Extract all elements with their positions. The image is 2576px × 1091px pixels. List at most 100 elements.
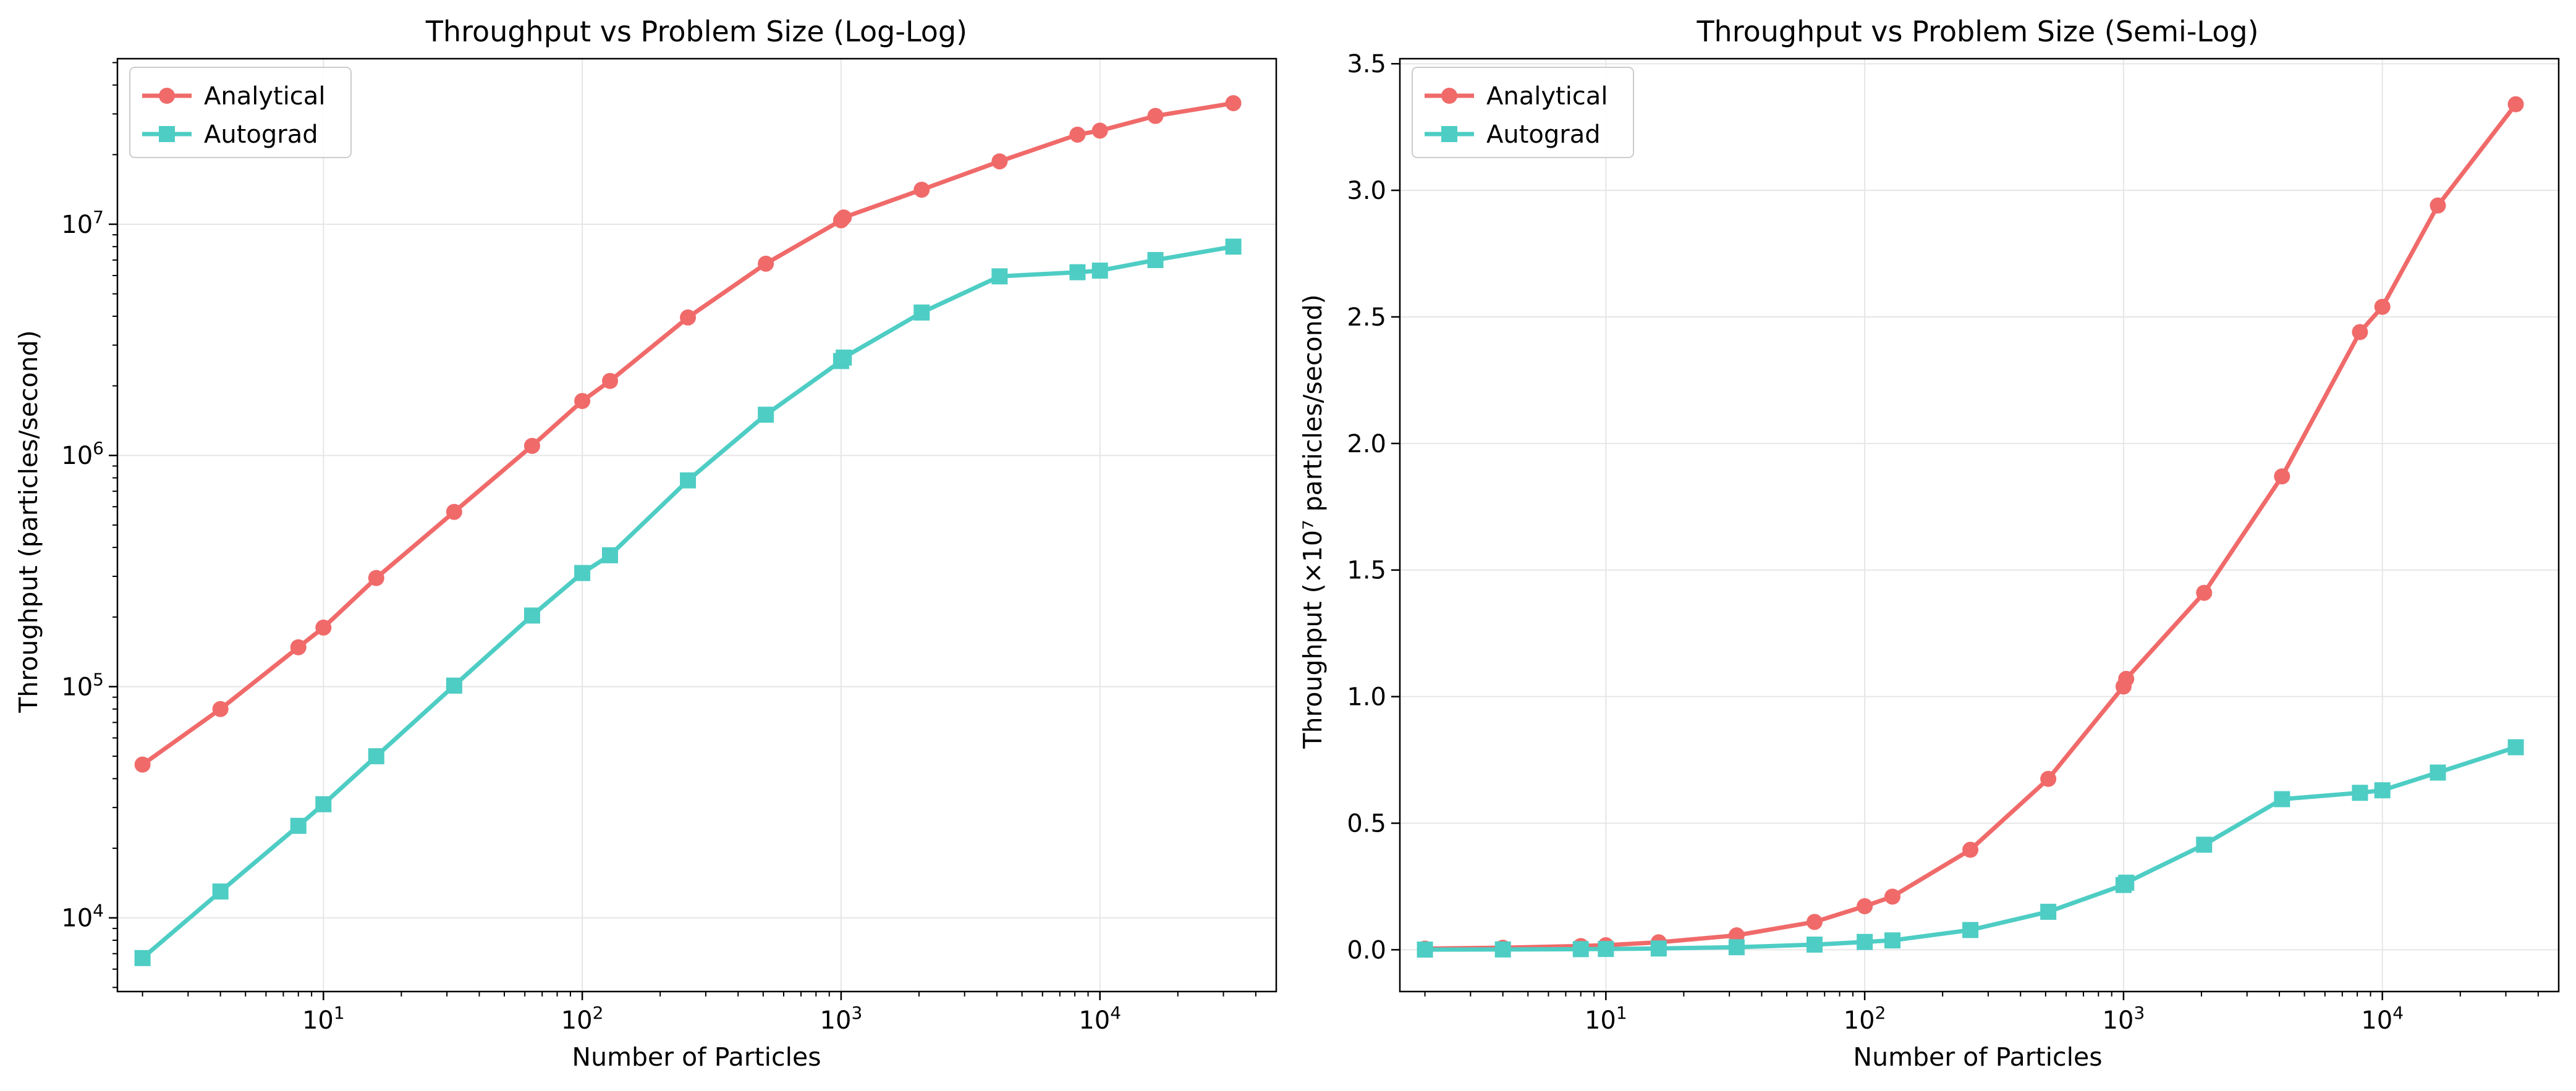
data-point-autograd <box>2352 785 2368 801</box>
data-point-autograd <box>2196 836 2213 853</box>
legend-marker-autograd <box>159 126 175 142</box>
data-point-autograd <box>1650 940 1667 957</box>
x-tick-label-base: 10 <box>2361 1006 2392 1035</box>
data-point-autograd <box>2040 903 2057 920</box>
y-tick-label: 105 <box>61 669 104 701</box>
series-line-autograd <box>140 244 1236 961</box>
x-tick-label-exponent: 2 <box>1875 1003 1886 1023</box>
data-point-autograd <box>1417 941 1433 958</box>
y-tick-label: 0.0 <box>1347 936 1386 964</box>
data-point-analytical <box>446 503 462 520</box>
legend-marker-analytical <box>1441 88 1457 104</box>
data-point-analytical <box>2118 670 2135 687</box>
x-tick-label: 102 <box>1844 1003 1886 1035</box>
series-line-analytical <box>140 101 1236 767</box>
y-axis-label: Throughput (particles/second) <box>14 330 43 713</box>
data-point-autograd <box>315 796 332 812</box>
data-point-autograd <box>523 607 540 624</box>
y-tick-label: 107 <box>61 207 104 239</box>
grid <box>1400 59 2559 992</box>
data-point-analytical <box>290 639 307 655</box>
data-point-analytical <box>523 437 540 454</box>
y-tick-label: 1.0 <box>1347 683 1386 712</box>
data-point-analytical <box>836 209 852 225</box>
x-tick-label-base: 10 <box>820 1006 852 1035</box>
grid <box>117 59 1276 992</box>
x-tick-label: 101 <box>1585 1003 1627 1035</box>
data-point-analytical <box>212 701 229 717</box>
x-tick-label-base: 10 <box>302 1006 334 1035</box>
data-point-autograd <box>1069 264 1086 280</box>
x-axis-label: Number of Particles <box>572 1042 821 1072</box>
x-tick-label-base: 10 <box>1078 1006 1110 1035</box>
data-point-autograd <box>680 472 697 489</box>
data-point-autograd <box>1884 932 1901 949</box>
data-point-autograd <box>2374 782 2391 799</box>
y-tick-label-base: 10 <box>61 442 93 470</box>
data-point-analytical <box>991 153 1008 170</box>
series-autograd <box>1417 739 2524 958</box>
data-point-autograd <box>2430 764 2446 781</box>
data-point-analytical <box>1091 122 1108 139</box>
x-tick-label-exponent: 1 <box>1616 1003 1627 1023</box>
y-axis-label: Throughput (×10⁷ particles/second) <box>1298 294 1328 749</box>
data-point-autograd <box>991 268 1008 285</box>
data-point-analytical <box>1806 914 1823 930</box>
data-point-analytical <box>315 619 332 636</box>
x-tick-label: 102 <box>561 1003 604 1035</box>
data-point-analytical <box>2196 584 2213 601</box>
data-point-analytical <box>1962 841 1979 858</box>
data-point-autograd <box>134 950 151 966</box>
data-point-analytical <box>1884 888 1901 905</box>
y-tick-label: 3.0 <box>1347 177 1386 205</box>
data-point-autograd <box>1572 941 1589 958</box>
data-point-autograd <box>758 406 774 423</box>
data-point-analytical <box>680 309 697 326</box>
data-point-autograd <box>1494 941 1511 958</box>
data-point-analytical <box>2040 770 2057 787</box>
data-point-analytical <box>368 570 384 586</box>
data-point-autograd <box>1857 933 1873 950</box>
series-analytical <box>134 95 1242 773</box>
data-point-analytical <box>1857 898 1873 914</box>
data-point-analytical <box>2274 468 2290 485</box>
x-tick-label: 103 <box>2103 1003 2145 1035</box>
y-tick-label: 106 <box>61 438 104 470</box>
data-point-autograd <box>1225 238 1242 255</box>
data-point-analytical <box>1069 126 1086 143</box>
data-point-autograd <box>446 677 462 694</box>
legend-marker-analytical <box>159 88 175 104</box>
minor-ticks <box>1424 992 2539 996</box>
y-tick-label-exponent: 6 <box>93 438 104 458</box>
semilog-chart-panel: Throughput vs Problem Size (Semi-Log) Nu… <box>1298 15 2560 1072</box>
x-tick-label-base: 10 <box>1844 1006 1875 1035</box>
y-tick-label: 1.5 <box>1347 557 1386 585</box>
data-point-autograd <box>2507 739 2524 756</box>
y-tick-label: 104 <box>61 901 104 933</box>
y-tick-label-base: 10 <box>61 673 93 701</box>
data-point-autograd <box>290 817 307 834</box>
data-point-analytical <box>2430 197 2446 214</box>
data-point-analytical <box>2374 298 2391 315</box>
data-point-autograd <box>2118 874 2135 891</box>
legend-label-analytical: Analytical <box>204 82 325 111</box>
data-point-analytical <box>1147 107 1164 124</box>
data-point-autograd <box>913 304 930 321</box>
data-point-autograd <box>836 349 852 366</box>
legend: Analytical Autograd <box>129 67 352 158</box>
series-autograd <box>134 238 1242 966</box>
chart-title: Throughput vs Problem Size (Semi-Log) <box>1696 15 2258 48</box>
y-tick-label: 0.5 <box>1347 810 1386 838</box>
y-tick-label-exponent: 4 <box>93 901 104 921</box>
data-point-autograd <box>368 748 384 765</box>
plot-frame <box>116 57 1277 993</box>
chart-title: Throughput vs Problem Size (Log-Log) <box>425 15 967 48</box>
x-tick-label: 103 <box>820 1003 863 1035</box>
x-tick-label: 104 <box>2361 1003 2404 1035</box>
data-point-autograd <box>1806 937 1823 953</box>
x-tick-label: 101 <box>302 1003 345 1035</box>
data-point-autograd <box>1147 251 1164 268</box>
